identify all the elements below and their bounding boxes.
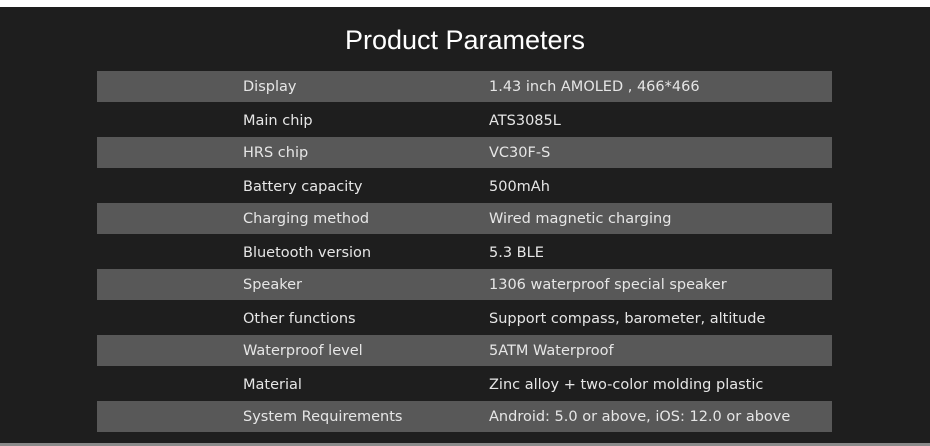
param-value: Android: 5.0 or above, iOS: 12.0 or abov…	[489, 408, 791, 425]
param-label: Waterproof level	[243, 342, 363, 359]
table-row: Charging method Wired magnetic charging	[97, 203, 832, 234]
param-value: 5.3 BLE	[489, 244, 544, 261]
table-row: Speaker 1306 waterproof special speaker	[97, 269, 832, 300]
param-label: Battery capacity	[243, 178, 363, 195]
table-row: Material Zinc alloy + two-color molding p…	[97, 368, 832, 401]
param-label: Other functions	[243, 310, 356, 327]
param-value: ATS3085L	[489, 112, 561, 129]
param-label: Main chip	[243, 112, 313, 129]
page-title: Product Parameters	[344, 25, 586, 55]
param-label: HRS chip	[243, 144, 309, 161]
param-value: Support compass, barometer, altitude	[489, 310, 766, 327]
param-label: Bluetooth version	[243, 244, 372, 261]
table-row: HRS chip VC30F-S	[97, 137, 832, 168]
table-row: Waterproof level 5ATM Waterproof	[97, 335, 832, 366]
table-row: Other functions Support compass, baromete…	[97, 302, 832, 335]
table-row: Display 1.43 inch AMOLED , 466*466	[97, 71, 832, 102]
parameters-panel: Product Parameters Display 1.43 inch AMOL…	[0, 7, 930, 443]
param-label: Display	[243, 78, 297, 95]
table-row: Battery capacity 500mAh	[97, 170, 832, 203]
table-row: Main chip ATS3085L	[97, 104, 832, 137]
table-row: Bluetooth version 5.3 BLE	[97, 236, 832, 269]
param-label: Speaker	[243, 276, 302, 293]
param-value: 5ATM Waterproof	[489, 342, 614, 359]
param-value: Wired magnetic charging	[489, 210, 672, 227]
parameters-table: Display 1.43 inch AMOLED , 466*466 Main ch…	[97, 71, 832, 434]
param-value: Zinc alloy + two-color molding plastic	[489, 376, 764, 393]
param-value: VC30F-S	[489, 144, 551, 161]
param-value: 500mAh	[489, 178, 550, 195]
table-row: System Requirements Android: 5.0 or above…	[97, 401, 832, 432]
param-label: Material	[243, 376, 302, 393]
divider	[0, 443, 930, 446]
param-label: System Requirements	[243, 408, 403, 425]
param-value: 1306 waterproof special speaker	[489, 276, 727, 293]
param-label: Charging method	[243, 210, 370, 227]
param-value: 1.43 inch AMOLED , 466*466	[489, 78, 700, 95]
